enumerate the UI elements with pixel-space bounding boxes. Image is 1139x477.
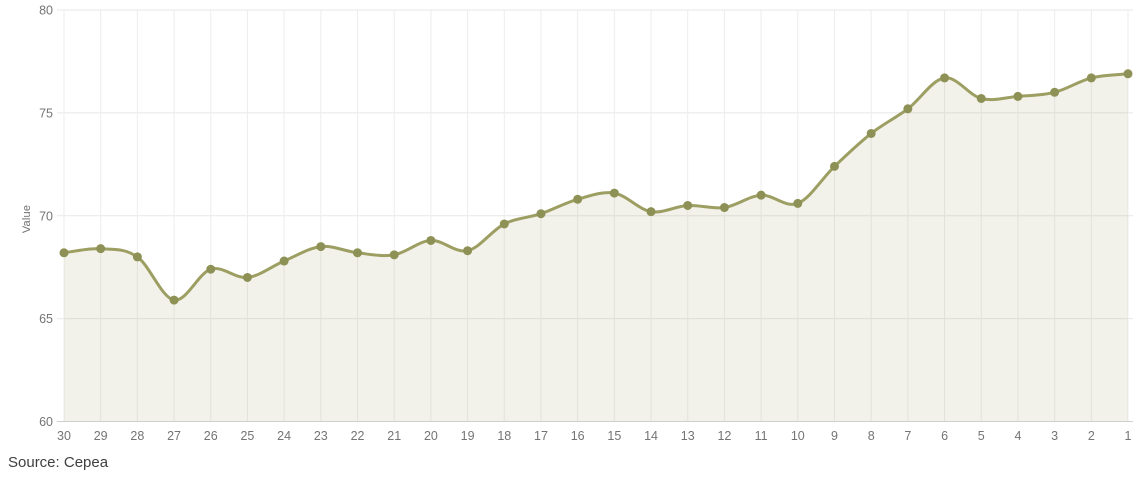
x-tick-label: 16 (571, 429, 585, 443)
x-tick-label: 5 (978, 429, 985, 443)
data-point-marker[interactable] (463, 246, 473, 256)
data-point-marker[interactable] (279, 256, 289, 266)
x-tick-label: 29 (94, 429, 108, 443)
x-tick-label: 8 (868, 429, 875, 443)
x-tick-label: 27 (167, 429, 181, 443)
data-point-marker[interactable] (499, 219, 509, 229)
data-point-marker[interactable] (1086, 73, 1096, 83)
data-point-marker[interactable] (132, 252, 142, 262)
x-tick-label: 7 (904, 429, 911, 443)
x-tick-label: 1 (1125, 429, 1132, 443)
x-tick-label: 9 (831, 429, 838, 443)
data-point-marker[interactable] (683, 200, 693, 210)
x-tick-label: 17 (534, 429, 548, 443)
x-tick-label: 10 (791, 429, 805, 443)
data-point-marker[interactable] (793, 198, 803, 208)
data-point-marker[interactable] (940, 73, 950, 83)
data-point-marker[interactable] (976, 93, 986, 103)
data-point-marker[interactable] (426, 235, 436, 245)
x-tick-label: 18 (497, 429, 511, 443)
data-point-marker[interactable] (829, 161, 839, 171)
x-tick-label: 6 (941, 429, 948, 443)
x-tick-label: 4 (1014, 429, 1021, 443)
x-tick-label: 28 (130, 429, 144, 443)
data-point-marker[interactable] (573, 194, 583, 204)
x-tick-label: 12 (717, 429, 731, 443)
data-point-marker[interactable] (389, 250, 399, 260)
data-point-marker[interactable] (609, 188, 619, 198)
data-point-marker[interactable] (903, 104, 913, 114)
x-tick-label: 24 (277, 429, 291, 443)
data-point-marker[interactable] (169, 295, 179, 305)
data-point-marker[interactable] (1050, 87, 1060, 97)
source-caption: Source: Cepea (8, 454, 109, 471)
y-tick-label: 75 (39, 106, 53, 120)
data-point-marker[interactable] (536, 209, 546, 219)
data-point-marker[interactable] (96, 244, 106, 254)
data-point-marker[interactable] (719, 203, 729, 213)
x-tick-label: 19 (461, 429, 475, 443)
x-tick-label: 14 (644, 429, 658, 443)
x-tick-label: 11 (755, 429, 768, 443)
data-point-marker[interactable] (1013, 91, 1023, 101)
data-point-marker[interactable] (646, 207, 656, 217)
x-tick-label: 21 (387, 429, 401, 443)
x-tick-label: 26 (204, 429, 218, 443)
data-point-marker[interactable] (59, 248, 69, 258)
x-tick-label: 25 (240, 429, 254, 443)
x-tick-label: 30 (57, 429, 71, 443)
x-tick-label: 20 (424, 429, 438, 443)
y-tick-label: 70 (39, 209, 53, 223)
data-point-marker[interactable] (866, 128, 876, 138)
x-tick-label: 3 (1051, 429, 1058, 443)
data-point-marker[interactable] (1123, 69, 1133, 79)
data-point-marker[interactable] (242, 272, 252, 282)
y-tick-label: 80 (39, 4, 53, 18)
x-tick-label: 23 (314, 429, 328, 443)
x-tick-label: 13 (681, 429, 695, 443)
data-point-marker[interactable] (206, 264, 216, 274)
data-point-marker[interactable] (353, 248, 363, 258)
y-tick-label: 60 (39, 415, 53, 429)
x-tick-label: 22 (351, 429, 365, 443)
x-tick-label: 2 (1088, 429, 1095, 443)
y-tick-label: 65 (39, 312, 53, 326)
price-area-chart: 60 65 70 75 80 30 29 28 27 26 25 24 23 22 21 20 19 18 17 16… (21, 4, 1133, 443)
x-tick-label: 15 (607, 429, 621, 443)
series-area-fill (64, 73, 1128, 422)
data-point-marker[interactable] (756, 190, 766, 200)
data-point-marker[interactable] (316, 242, 326, 252)
y-axis-title: Value (21, 204, 33, 234)
